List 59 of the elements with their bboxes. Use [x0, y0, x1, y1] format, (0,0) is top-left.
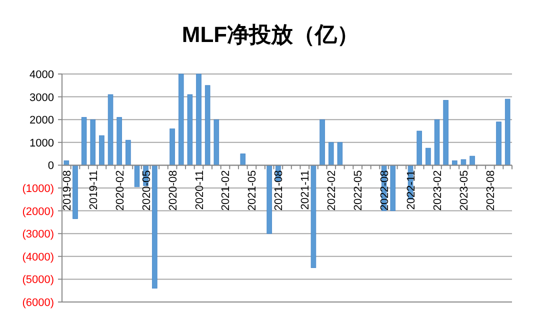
bar [187, 94, 193, 166]
y-tick-label: 3000 [30, 92, 54, 104]
x-tick-label: 2022-05 [352, 170, 365, 211]
x-tick-label: 2019-08 [61, 170, 74, 211]
bar [108, 94, 114, 166]
bar [204, 85, 210, 166]
bar [134, 165, 140, 188]
y-tick-label: 0 [48, 160, 54, 172]
y-tick-label: (2000) [22, 206, 54, 218]
x-tick-label: 2021-02 [220, 170, 232, 211]
bar [310, 165, 316, 268]
x-tick-label: 2022-02 [326, 170, 338, 211]
x-tick-label: 2021-08 [273, 170, 286, 211]
bar [178, 74, 184, 166]
bar [443, 100, 448, 166]
y-tick-label: (1000) [22, 183, 54, 195]
bar [434, 119, 440, 166]
bar [240, 154, 246, 166]
x-tick-label: 2022-08 [379, 170, 392, 211]
y-tick-label: 1000 [30, 137, 54, 150]
bar [72, 165, 78, 219]
bar [390, 165, 396, 211]
y-tick-label: 2000 [30, 114, 54, 127]
y-tick-label: (4000) [22, 251, 54, 264]
bar [470, 156, 475, 166]
bar [426, 148, 431, 166]
chart-title: MLF净投放（亿） [182, 22, 360, 47]
y-tick-label: (5000) [22, 274, 54, 286]
x-tick-label: 2023-08 [484, 170, 497, 211]
bar [266, 165, 272, 234]
x-tick-label: 2020-08 [167, 170, 180, 211]
x-tick-label: 2023-02 [432, 170, 444, 211]
bar [81, 117, 87, 166]
x-tick-label: 2022-11 [406, 170, 418, 210]
bar [99, 135, 104, 166]
x-tick-label: 2021-11 [300, 170, 312, 210]
bar [460, 159, 466, 166]
bar [152, 165, 158, 289]
bar [196, 74, 202, 166]
bar [126, 140, 131, 166]
bar [504, 98, 510, 166]
bar [496, 122, 502, 166]
x-tick-label: 2021-05 [246, 170, 259, 211]
x-tick-label: 2019-11 [88, 170, 100, 210]
x-tick-label: 2020-02 [114, 170, 126, 211]
bar [337, 142, 343, 166]
bar [328, 142, 334, 166]
y-tick-label: (3000) [22, 228, 54, 241]
bar [416, 130, 422, 166]
y-tick-label: (6000) [22, 297, 54, 309]
bar [90, 119, 96, 166]
y-tick-label: 4000 [30, 69, 54, 81]
bar [116, 117, 122, 166]
x-tick-label: 2023-05 [458, 170, 470, 211]
x-tick-label: 2020-11 [194, 170, 206, 210]
bar [170, 128, 175, 166]
bar [320, 119, 325, 166]
bar [214, 119, 220, 166]
x-tick-label: 2020-05 [140, 170, 153, 211]
